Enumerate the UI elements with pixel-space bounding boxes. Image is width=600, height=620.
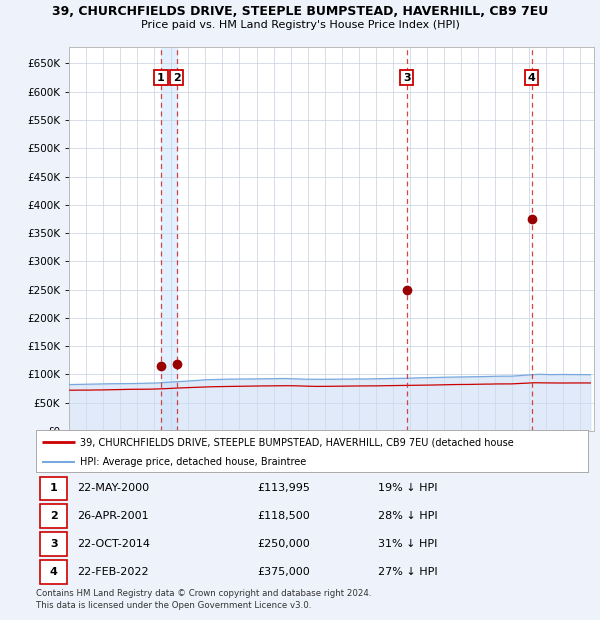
Text: 2: 2 [173, 73, 181, 82]
Text: 27% ↓ HPI: 27% ↓ HPI [378, 567, 438, 577]
Text: £250,000: £250,000 [257, 539, 310, 549]
Text: £113,995: £113,995 [257, 483, 310, 494]
Text: 31% ↓ HPI: 31% ↓ HPI [378, 539, 437, 549]
FancyBboxPatch shape [40, 533, 67, 556]
FancyBboxPatch shape [40, 477, 67, 500]
Text: 39, CHURCHFIELDS DRIVE, STEEPLE BUMPSTEAD, HAVERHILL, CB9 7EU (detached house: 39, CHURCHFIELDS DRIVE, STEEPLE BUMPSTEA… [80, 437, 514, 447]
Text: 4: 4 [50, 567, 58, 577]
Text: This data is licensed under the Open Government Licence v3.0.: This data is licensed under the Open Gov… [36, 601, 311, 611]
Text: 19% ↓ HPI: 19% ↓ HPI [378, 483, 438, 494]
Text: £375,000: £375,000 [257, 567, 310, 577]
Text: 28% ↓ HPI: 28% ↓ HPI [378, 511, 438, 521]
FancyBboxPatch shape [40, 560, 67, 583]
Text: 39, CHURCHFIELDS DRIVE, STEEPLE BUMPSTEAD, HAVERHILL, CB9 7EU: 39, CHURCHFIELDS DRIVE, STEEPLE BUMPSTEA… [52, 5, 548, 18]
Text: 22-MAY-2000: 22-MAY-2000 [77, 483, 149, 494]
Text: 1: 1 [50, 483, 58, 494]
Text: 2: 2 [50, 511, 58, 521]
Text: Contains HM Land Registry data © Crown copyright and database right 2024.: Contains HM Land Registry data © Crown c… [36, 589, 371, 598]
Text: 22-FEB-2022: 22-FEB-2022 [77, 567, 149, 577]
Text: 4: 4 [527, 73, 536, 82]
Text: HPI: Average price, detached house, Braintree: HPI: Average price, detached house, Brai… [80, 457, 307, 467]
Text: 3: 3 [50, 539, 58, 549]
Text: 26-APR-2001: 26-APR-2001 [77, 511, 149, 521]
Text: Price paid vs. HM Land Registry's House Price Index (HPI): Price paid vs. HM Land Registry's House … [140, 20, 460, 30]
Text: £118,500: £118,500 [257, 511, 310, 521]
FancyBboxPatch shape [40, 505, 67, 528]
Text: 1: 1 [157, 73, 165, 82]
Bar [161, 46, 177, 431]
Text: 3: 3 [403, 73, 410, 82]
Text: 22-OCT-2014: 22-OCT-2014 [77, 539, 151, 549]
